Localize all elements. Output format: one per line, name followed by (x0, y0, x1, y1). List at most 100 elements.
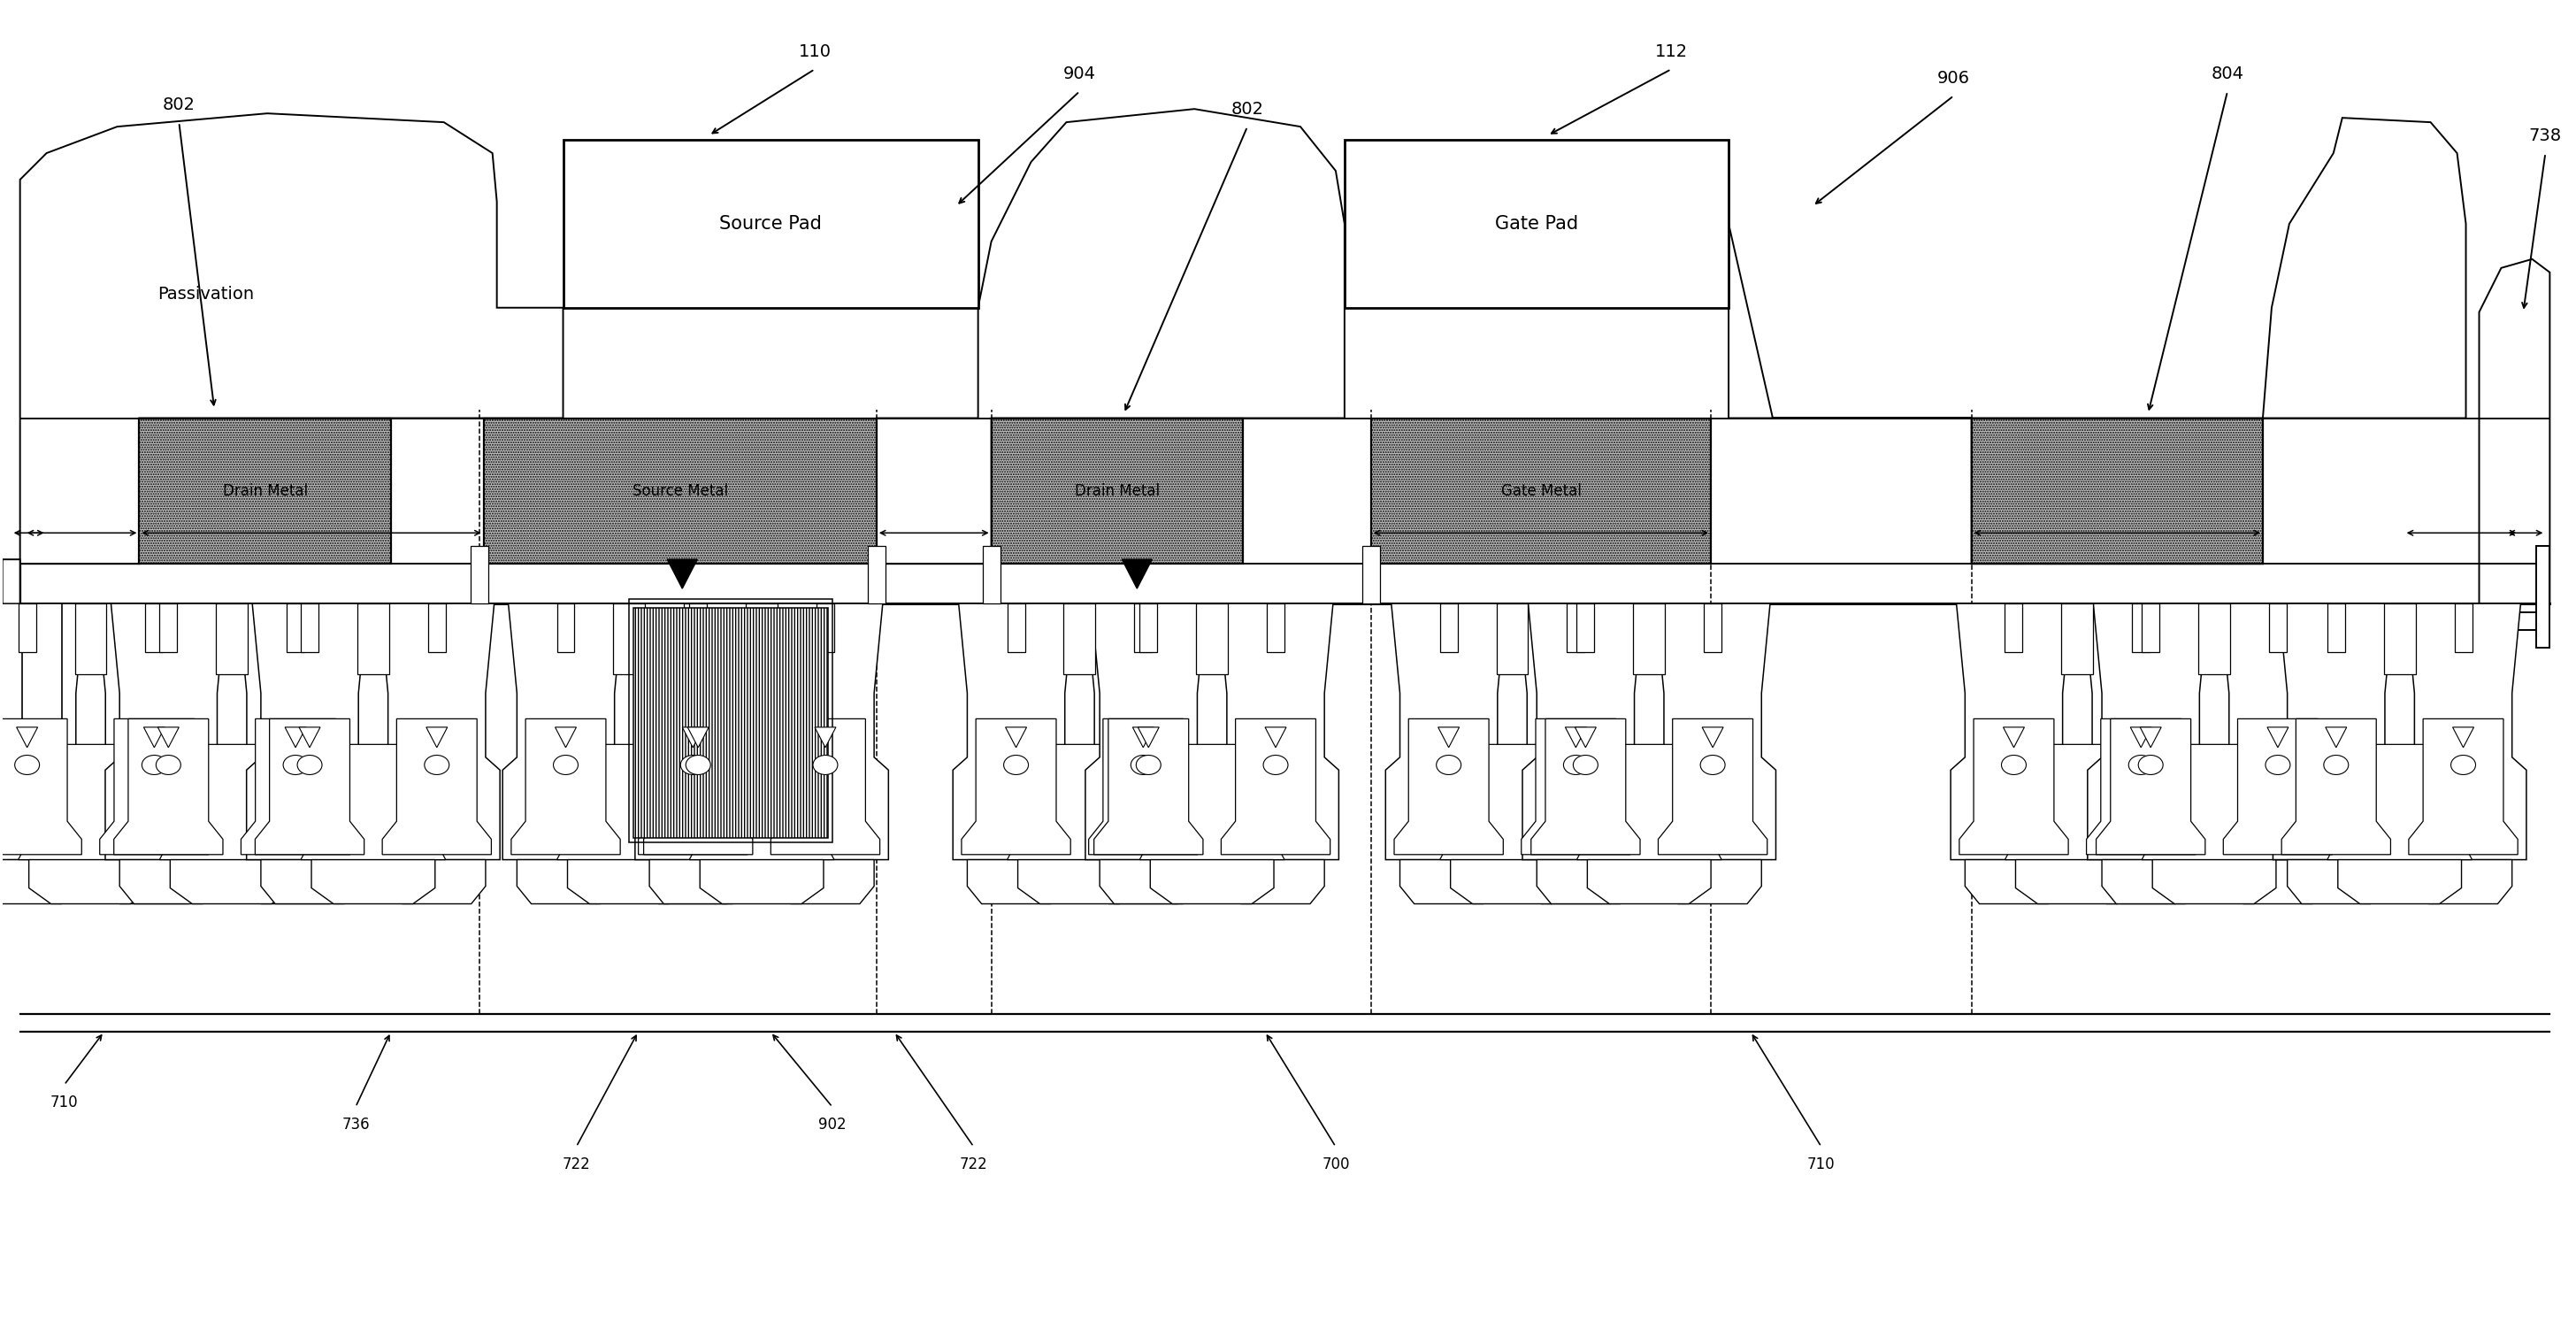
Bar (1133, 603, 1151, 653)
Bar (1440, 603, 1458, 653)
Polygon shape (554, 727, 577, 747)
Polygon shape (1139, 744, 1285, 860)
Polygon shape (1440, 744, 1584, 860)
Bar (634, 607, 827, 837)
Ellipse shape (15, 755, 39, 775)
Bar (556, 603, 574, 653)
Bar (2133, 603, 2151, 653)
Bar (1064, 603, 1095, 674)
Text: 722: 722 (562, 1156, 590, 1172)
Polygon shape (961, 719, 1072, 855)
Bar (1577, 603, 1595, 653)
Polygon shape (1265, 727, 1285, 747)
Ellipse shape (142, 755, 167, 775)
Polygon shape (1005, 727, 1028, 747)
Polygon shape (28, 860, 152, 904)
Ellipse shape (2128, 755, 2154, 775)
Bar (1703, 603, 1721, 653)
Polygon shape (1960, 719, 2069, 855)
Polygon shape (1649, 603, 1775, 860)
Polygon shape (1530, 719, 1641, 855)
Bar (1195, 603, 1229, 674)
Bar (358, 603, 389, 674)
Bar (75, 603, 106, 674)
Ellipse shape (2324, 755, 2349, 775)
Text: 802: 802 (1231, 101, 1265, 117)
Bar (2383, 603, 2416, 674)
Polygon shape (2326, 727, 2347, 747)
Bar (286, 603, 304, 653)
Ellipse shape (1564, 755, 1589, 775)
Polygon shape (567, 860, 690, 904)
Bar (685, 603, 701, 653)
Bar (428, 603, 446, 653)
Polygon shape (953, 603, 1079, 860)
Bar (1345, 140, 1728, 308)
Bar (2269, 603, 2287, 653)
Bar (1363, 546, 1381, 603)
Polygon shape (644, 719, 752, 855)
Polygon shape (2326, 744, 2473, 860)
Polygon shape (775, 860, 873, 904)
Polygon shape (690, 744, 835, 860)
Polygon shape (15, 727, 39, 747)
Polygon shape (90, 603, 216, 860)
Polygon shape (1659, 719, 1767, 855)
Bar (301, 603, 319, 653)
Polygon shape (381, 719, 492, 855)
Polygon shape (629, 603, 755, 860)
Polygon shape (683, 727, 703, 747)
Text: 906: 906 (1937, 69, 1971, 86)
Polygon shape (667, 560, 698, 589)
Text: 904: 904 (1064, 65, 1095, 82)
Polygon shape (644, 860, 742, 904)
Bar (1007, 603, 1025, 653)
Polygon shape (247, 603, 374, 860)
Polygon shape (1018, 860, 1141, 904)
Polygon shape (2079, 603, 2205, 860)
Polygon shape (100, 719, 209, 855)
Polygon shape (299, 727, 319, 747)
Polygon shape (770, 719, 881, 855)
Text: 736: 736 (343, 1116, 368, 1132)
Polygon shape (1100, 860, 1198, 904)
Ellipse shape (283, 755, 309, 775)
Bar (216, 603, 247, 674)
Bar (2197, 603, 2231, 674)
Polygon shape (170, 860, 294, 904)
Polygon shape (2102, 860, 2200, 904)
Polygon shape (1450, 860, 1574, 904)
Polygon shape (556, 744, 701, 860)
Bar (2061, 603, 2094, 674)
Polygon shape (688, 727, 708, 747)
Polygon shape (2087, 603, 2213, 860)
Polygon shape (1213, 603, 1340, 860)
Text: 700: 700 (1321, 1156, 1350, 1172)
Ellipse shape (2138, 755, 2164, 775)
Bar (1267, 603, 1285, 653)
Polygon shape (157, 727, 178, 747)
Bar (613, 603, 644, 674)
Bar (2326, 603, 2344, 653)
Ellipse shape (296, 755, 322, 775)
Bar (1139, 603, 1157, 653)
Polygon shape (2409, 719, 2517, 855)
Bar (139, 419, 392, 563)
Text: 710: 710 (1808, 1156, 1834, 1172)
Text: Source Pad: Source Pad (719, 215, 822, 233)
Polygon shape (21, 113, 564, 603)
Polygon shape (1522, 719, 1631, 855)
Bar (2004, 603, 2022, 653)
Polygon shape (2087, 719, 2195, 855)
Polygon shape (502, 603, 629, 860)
Polygon shape (1703, 727, 1723, 747)
Polygon shape (2272, 603, 2398, 860)
Polygon shape (1151, 860, 1275, 904)
Bar (629, 599, 832, 843)
Text: 804: 804 (2210, 65, 2244, 82)
Polygon shape (1664, 860, 1762, 904)
Polygon shape (160, 744, 304, 860)
Polygon shape (1079, 603, 1206, 860)
Polygon shape (1965, 860, 2063, 904)
Polygon shape (2452, 727, 2473, 747)
